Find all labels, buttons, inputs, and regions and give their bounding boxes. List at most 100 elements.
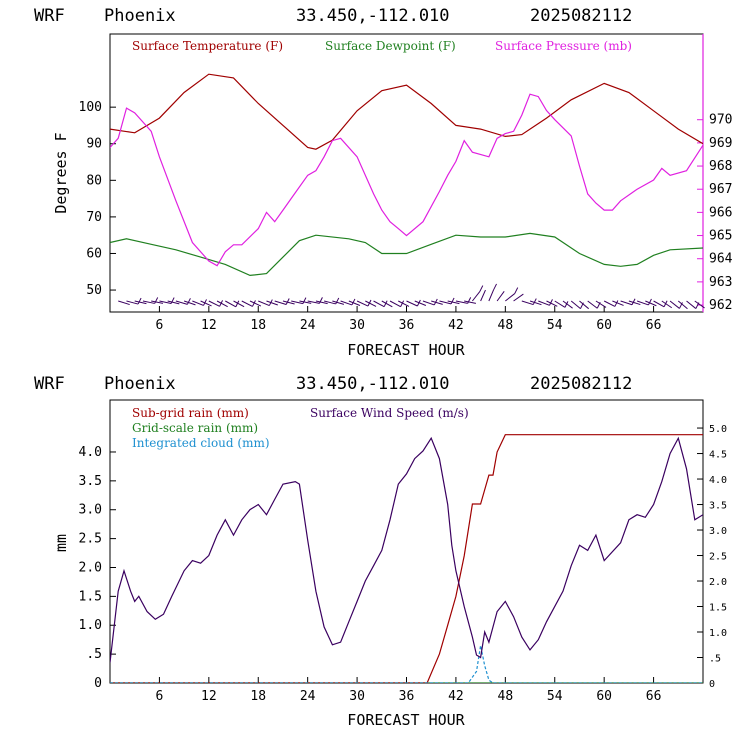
x-tick-label: 12: [201, 318, 217, 333]
wind-barb: [216, 300, 228, 308]
top-y-axis-label: Degrees F: [52, 132, 70, 213]
series-integrated-cloud: [110, 645, 703, 683]
wind-barb: [373, 300, 385, 308]
x-tick-label: 24: [300, 689, 316, 704]
bottom-header-run: 2025082112: [530, 374, 632, 394]
top-x-axis-label: FORECAST HOUR: [347, 341, 465, 359]
x-tick-label: 30: [349, 689, 365, 704]
wind-barb: [431, 300, 443, 305]
wind-barb-flag: [549, 299, 553, 306]
top-legend: Surface Temperature (F) Surface Dewpoint…: [132, 39, 632, 53]
wind-barb-flag: [467, 297, 472, 304]
top-header-run: 2025082112: [530, 6, 632, 26]
wind-barb: [159, 300, 172, 305]
y-tick-label: 0: [94, 676, 102, 691]
series-surface-dewpoint: [110, 232, 703, 277]
y-right-tick-label: 962: [709, 298, 732, 313]
wind-barb: [587, 300, 598, 309]
wind-barb-flag: [514, 287, 519, 294]
y-tick-label: 3.0: [79, 503, 102, 518]
wind-barb-flag: [137, 297, 142, 305]
y-right-tick-label: 4.0: [709, 475, 727, 486]
wind-barb: [471, 291, 481, 302]
y-right-tick-label: 963: [709, 275, 732, 290]
wind-barb: [142, 300, 155, 304]
wind-barb-flag: [252, 300, 256, 307]
legend-integrated-cloud: Integrated cloud (mm): [132, 436, 270, 450]
wind-barb: [603, 300, 616, 307]
x-tick-label: 60: [596, 318, 612, 333]
y-tick-label: 80: [86, 173, 102, 188]
legend-surface-pressure: Surface Pressure (mb): [495, 39, 632, 53]
wind-barb: [332, 300, 345, 305]
wind-barb: [562, 300, 573, 309]
wind-barb: [455, 300, 468, 304]
series-surface-pressure: [110, 93, 703, 267]
x-tick-label: 54: [547, 689, 563, 704]
top-series-group: [110, 73, 703, 277]
y-right-tick-label: 3.0: [709, 526, 727, 537]
wind-barb-flag: [479, 285, 484, 292]
top-header-model: WRF: [34, 6, 65, 26]
wind-barb: [422, 300, 435, 306]
wind-barb-flag: [648, 298, 652, 306]
wind-barb-flag: [170, 297, 175, 304]
wind-barb: [266, 300, 278, 306]
x-tick-label: 60: [596, 689, 612, 704]
wind-barb: [299, 300, 312, 304]
bottom-header-location: Phoenix: [104, 374, 176, 394]
y-right-tick-label: 966: [709, 205, 732, 220]
wind-barb: [381, 300, 393, 308]
y-tick-label: 4.0: [79, 445, 102, 460]
y-right-tick-label: 969: [709, 136, 732, 151]
bottom-header-coords: 33.450,-112.010: [296, 374, 450, 394]
y-right-tick-label: 1.0: [709, 628, 727, 639]
wind-barb: [348, 300, 361, 306]
y-tick-label: 70: [86, 210, 102, 225]
wind-barb: [538, 300, 550, 306]
wind-barb: [579, 300, 589, 310]
x-tick-label: 48: [498, 689, 514, 704]
wind-barb-flag: [493, 283, 497, 291]
top-y-axis-right: 962 963 964 965 966 967 968 969 970: [697, 113, 733, 313]
wind-barb-flag: [285, 298, 290, 305]
x-tick-label: 54: [547, 318, 563, 333]
top-header: WRF Phoenix 33.450,-112.010 2025082112: [34, 6, 632, 26]
y-right-tick-label: 3.5: [709, 501, 727, 512]
wind-barb: [274, 300, 287, 305]
wind-barb: [151, 300, 164, 304]
wind-barb: [513, 293, 524, 302]
wind-barb-flag: [532, 298, 537, 305]
wind-barb: [365, 300, 377, 307]
legend-surface-temperature: Surface Temperature (F): [132, 39, 283, 53]
wind-barb: [406, 300, 418, 307]
series-subgrid-rain: [110, 434, 703, 683]
bottom-y-axis-right: 0 .5 1.0 1.5 2.0 2.5 3.0 3.5 4.0 4.5 5.0: [697, 424, 727, 690]
wind-barb: [389, 300, 401, 308]
wind-barb: [628, 300, 641, 306]
wind-barb: [258, 300, 270, 307]
series-surface-temperature: [110, 73, 703, 150]
y-right-tick-label: 964: [709, 252, 733, 267]
wind-barb-flag: [631, 298, 636, 305]
wind-barb-flag: [335, 297, 340, 305]
legend-subgrid-rain: Sub-grid rain (mm): [132, 406, 249, 420]
y-tick-label: 50: [86, 283, 102, 298]
x-tick-label: 66: [646, 689, 662, 704]
x-tick-label: 18: [250, 689, 266, 704]
wind-barb: [398, 300, 410, 307]
wind-barb-flag: [351, 298, 356, 306]
wind-barb: [439, 300, 452, 305]
x-tick-label: 12: [201, 689, 217, 704]
wind-barb: [669, 300, 680, 309]
bottom-series-group: [110, 434, 703, 683]
x-tick-label: 24: [300, 318, 316, 333]
wind-barb: [167, 300, 180, 305]
wind-barb-flag: [564, 301, 569, 308]
wind-barb: [241, 300, 253, 307]
wind-barb: [175, 300, 188, 305]
wind-barb-flag: [400, 300, 405, 307]
x-tick-label: 66: [646, 318, 662, 333]
top-x-axis: 6 12 18 24 30 36 42 48 54 60 66: [156, 306, 662, 333]
x-tick-label: 30: [349, 318, 365, 333]
